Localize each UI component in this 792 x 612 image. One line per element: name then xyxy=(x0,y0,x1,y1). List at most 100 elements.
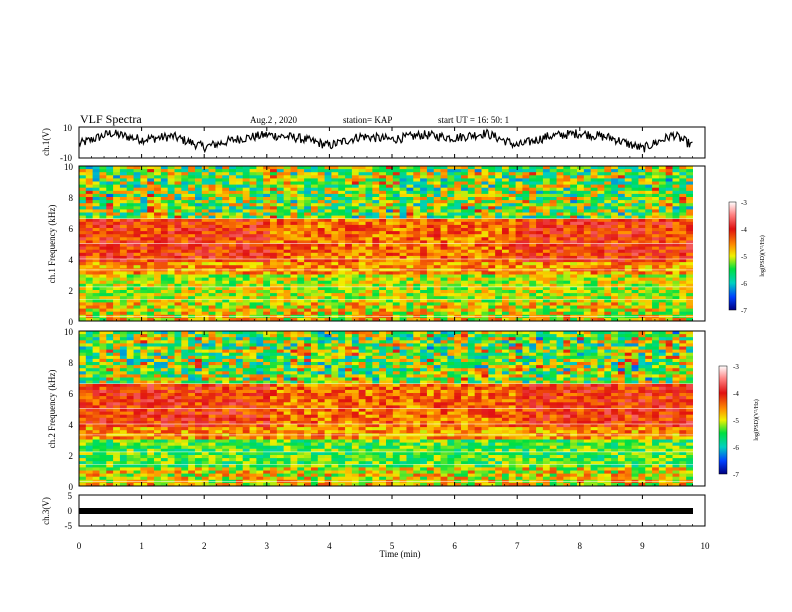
spectrogram-cell xyxy=(181,240,189,244)
spectrogram-cell xyxy=(119,405,128,409)
spectrogram-cell xyxy=(92,308,100,313)
spectrogram-cell xyxy=(79,439,87,443)
spectrogram-cell xyxy=(658,175,667,179)
spectrogram-cell xyxy=(79,286,87,291)
spectrogram-cell xyxy=(563,302,571,306)
spectrogram-cell xyxy=(331,215,339,220)
spectrogram-cell xyxy=(194,166,203,170)
spectrogram-cell xyxy=(372,218,380,223)
spectrogram-cell xyxy=(99,187,107,192)
spectrogram-cell xyxy=(79,408,87,412)
spectrogram-cell xyxy=(85,262,94,266)
spectrogram-cell xyxy=(420,184,428,189)
spectrogram-cell xyxy=(570,215,578,220)
spectrogram-cell xyxy=(345,299,353,303)
spectrogram-cell xyxy=(276,166,285,170)
spectrogram-cell xyxy=(154,175,162,179)
spectrogram-cell xyxy=(160,187,169,192)
spectrogram-cell xyxy=(256,305,264,309)
spectrogram-cell xyxy=(379,308,387,313)
spectrogram-cell xyxy=(440,166,448,170)
spectrogram-cell xyxy=(126,414,134,419)
spectrogram-cell xyxy=(658,252,667,257)
spectrogram-cell xyxy=(413,184,421,189)
spectrogram-cell xyxy=(481,175,489,179)
spectrogram-cell xyxy=(256,224,264,229)
spectrogram-cell xyxy=(624,166,632,170)
spectrogram-cell xyxy=(638,231,646,235)
spectrogram-cell xyxy=(406,221,414,226)
spectrogram-cell xyxy=(133,169,141,173)
spectrogram-cell xyxy=(106,221,114,226)
spectrogram-cell xyxy=(222,246,230,251)
spectrogram-cell xyxy=(283,246,291,251)
spectrogram-cell xyxy=(85,380,94,385)
spectrogram-cell xyxy=(461,237,469,241)
spectrogram-cell xyxy=(658,286,667,291)
spectrogram-cell xyxy=(290,299,298,303)
spectrogram-cell xyxy=(577,274,585,278)
spectrogram-cell xyxy=(495,209,503,213)
spectrogram-cell xyxy=(310,221,319,226)
spectrogram-cell xyxy=(263,277,271,282)
spectrogram-cell xyxy=(85,271,94,275)
spectrogram-cell xyxy=(461,259,469,263)
spectrogram-cell xyxy=(235,265,244,269)
spectrogram-cell xyxy=(304,246,312,251)
spectrogram-cell xyxy=(276,252,285,257)
spectrogram-cell xyxy=(583,259,592,263)
spectrogram-cell xyxy=(297,200,305,204)
spectrogram-cell xyxy=(85,340,94,344)
spectrogram-cell xyxy=(208,274,216,278)
spectrogram-cell xyxy=(154,166,162,170)
spectrogram-cell xyxy=(590,265,598,269)
spectrogram-cell xyxy=(338,224,346,229)
spectrogram-cell xyxy=(79,305,87,309)
spectrogram-cell xyxy=(235,302,244,306)
spectrogram-cell xyxy=(645,212,653,216)
spectrogram-cell xyxy=(686,237,694,241)
spectrogram-cell xyxy=(358,169,366,173)
spectrogram-cell xyxy=(345,231,353,235)
spectrogram-cell xyxy=(201,271,210,275)
spectrogram-cell xyxy=(392,184,401,189)
spectrogram-cell xyxy=(611,302,619,306)
spectrogram-cell xyxy=(167,271,175,275)
spectrogram-cell xyxy=(215,280,223,285)
spectrogram-cell xyxy=(447,277,455,282)
spectrogram-cell xyxy=(304,181,312,185)
spectrogram-cell xyxy=(283,178,291,182)
spectrogram-cell xyxy=(529,178,537,182)
spectrogram-cell xyxy=(92,414,100,419)
spectrogram-cell xyxy=(474,265,482,269)
spectrogram-cell xyxy=(119,178,128,182)
spectrogram-cell xyxy=(679,187,687,192)
spectrogram-cell xyxy=(536,209,544,213)
spectrogram-cell xyxy=(508,209,517,213)
spectrogram-cell xyxy=(229,197,237,201)
spectrogram-cell xyxy=(447,193,455,198)
spectrogram-cell xyxy=(181,249,189,254)
spectrogram-cell xyxy=(270,190,278,195)
ch2-spectrogram-panel: 10 8 6 4 2 0 ch.2 Frequency (kHz) -3 -4 … xyxy=(47,327,760,492)
spectrogram-cell xyxy=(631,200,639,204)
spectrogram-cell xyxy=(222,302,230,306)
spectrogram-cell xyxy=(229,228,237,232)
spectrogram-cell xyxy=(433,181,441,185)
spectrogram-cell xyxy=(147,277,155,282)
spectrogram-cell xyxy=(467,175,476,179)
spectrogram-cell xyxy=(338,271,346,275)
spectrogram-cell xyxy=(542,197,551,201)
spectrogram-cell xyxy=(665,203,673,207)
spectrogram-cell xyxy=(481,200,489,204)
spectrogram-cell xyxy=(85,243,94,247)
spectrogram-cell xyxy=(570,212,578,216)
spectrogram-cell xyxy=(147,240,155,244)
spectrogram-cell xyxy=(276,317,285,322)
spectrogram-cell xyxy=(474,293,482,297)
spectrogram-cell xyxy=(242,184,250,189)
spectrogram-cell xyxy=(85,427,94,431)
spectrogram-cell xyxy=(297,246,305,251)
spectrogram-cell xyxy=(420,262,428,266)
spectrogram-cell xyxy=(235,293,244,297)
